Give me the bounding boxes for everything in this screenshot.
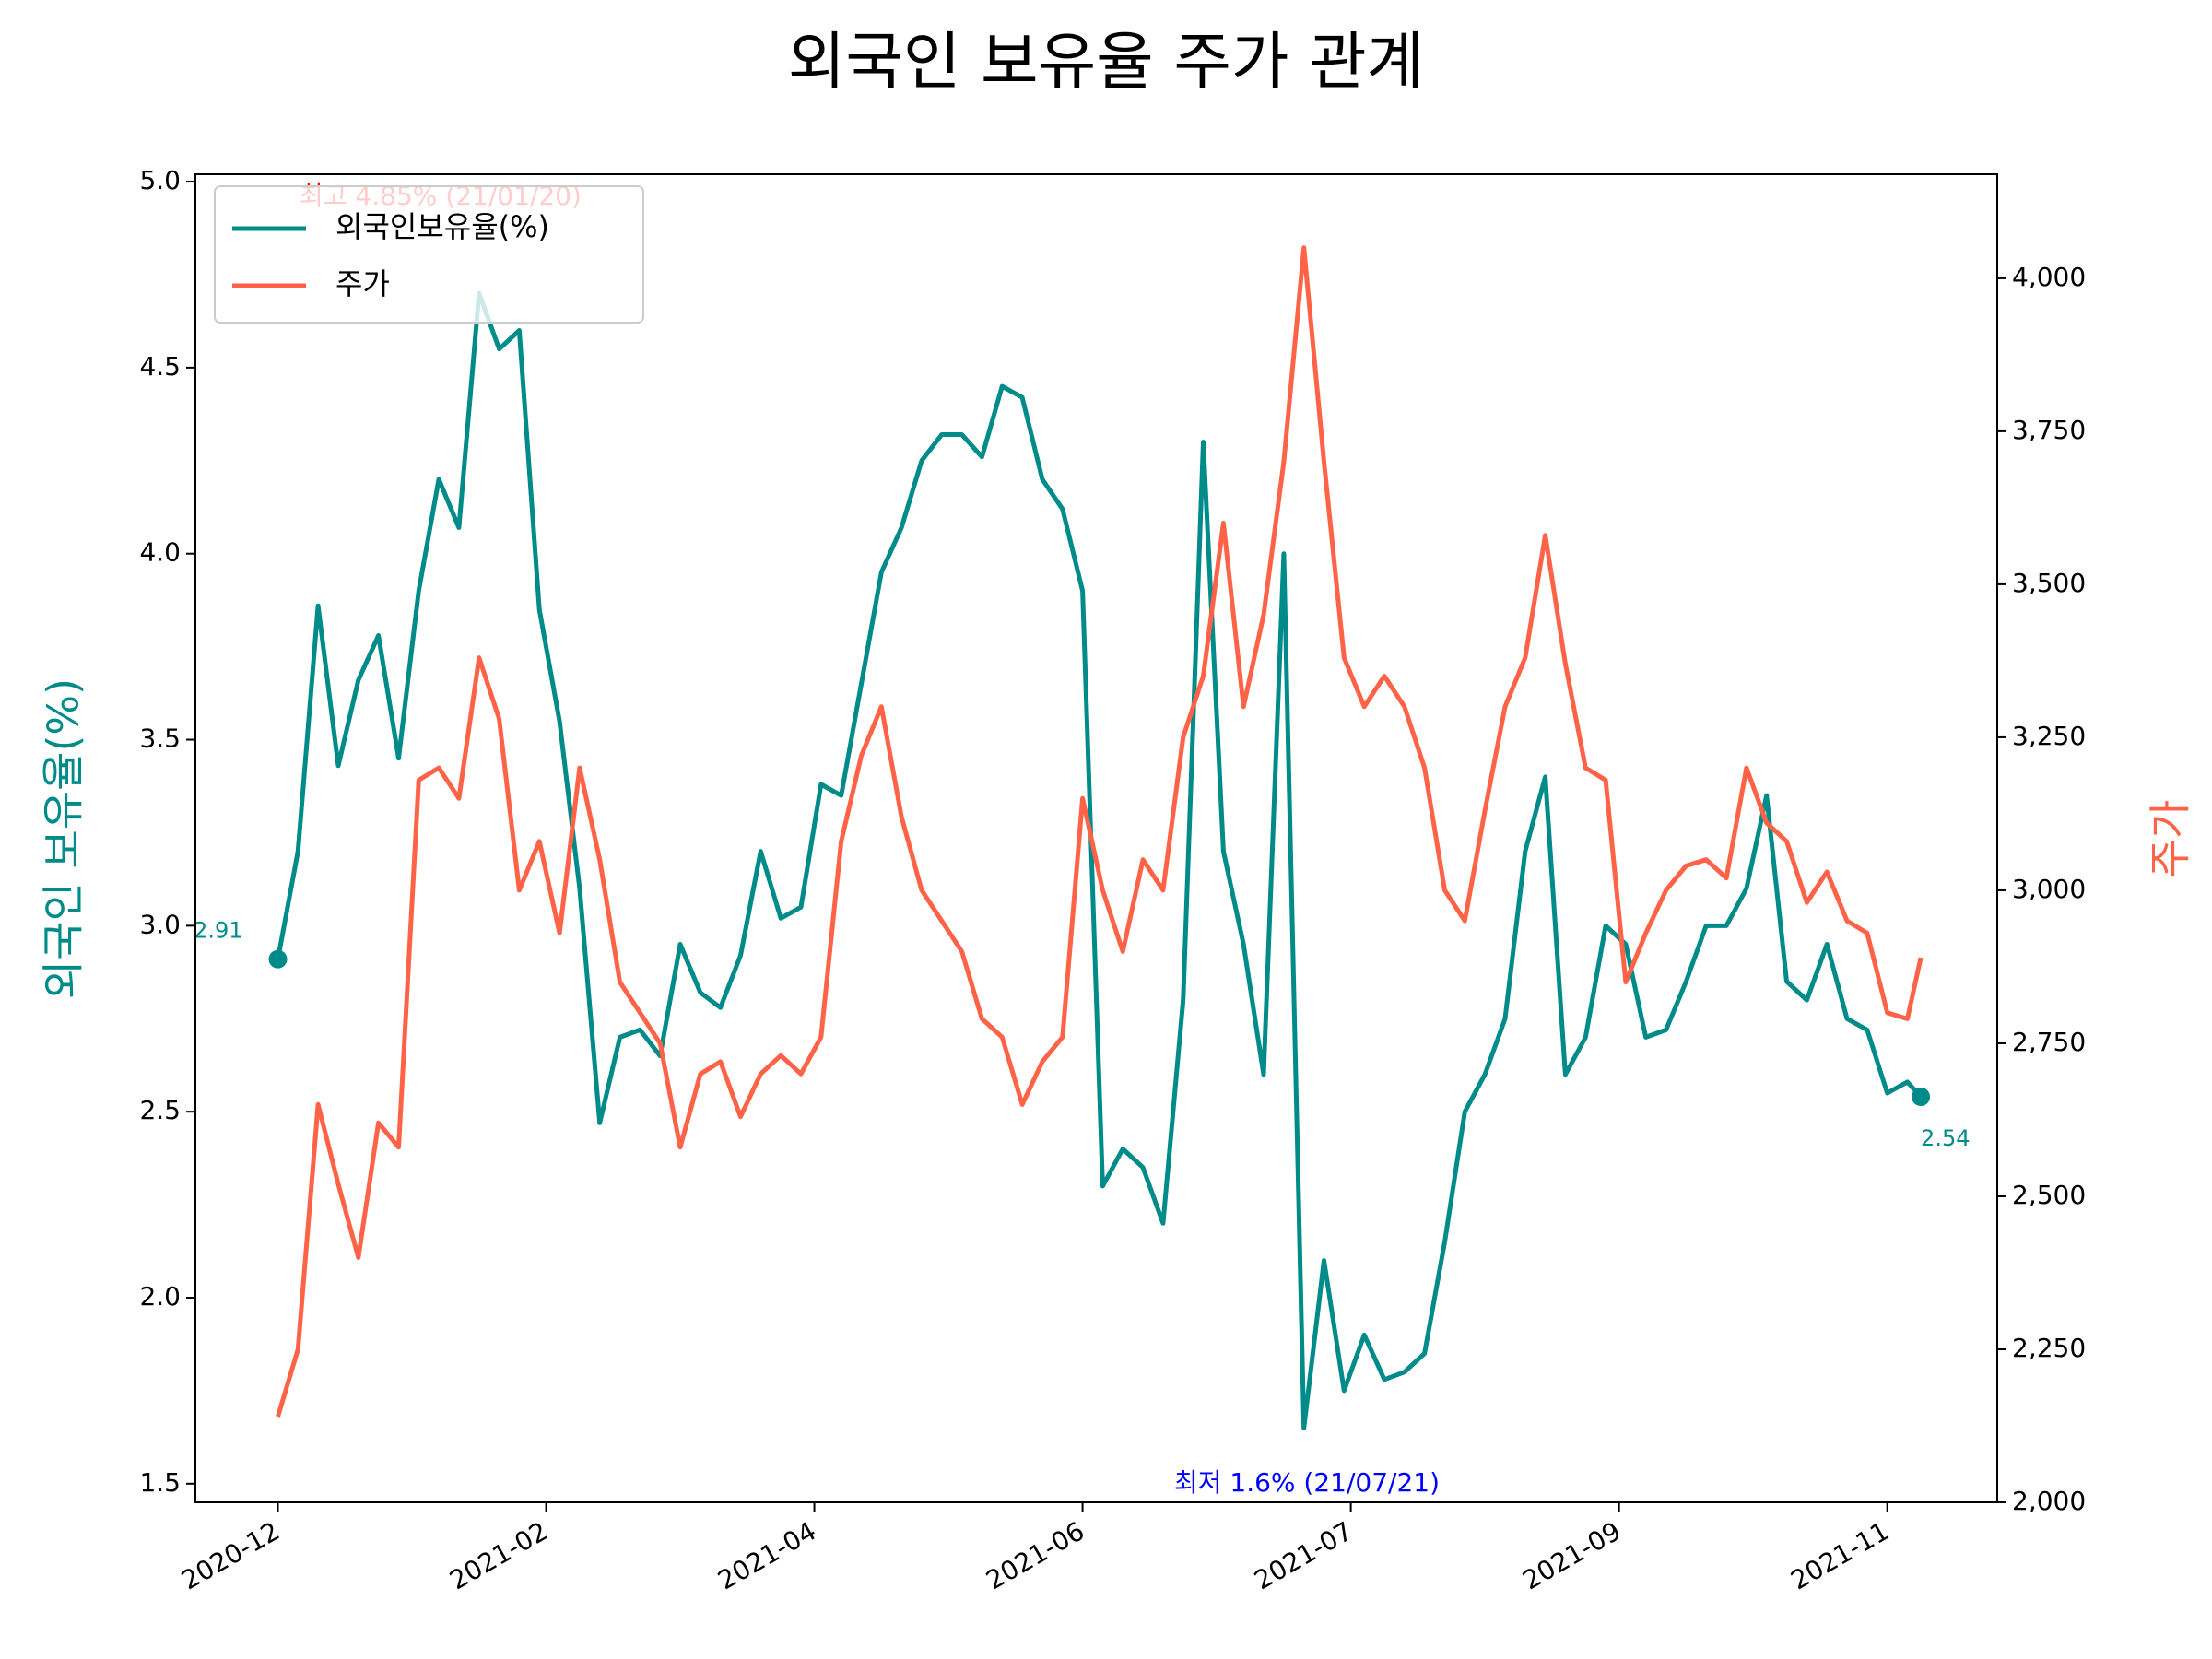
end-marker — [1912, 1088, 1931, 1107]
series-line — [276, 290, 1923, 1430]
y2-tick-label: 4,000 — [2012, 262, 2086, 292]
x-tick-label: 2020-12 — [176, 1515, 285, 1595]
data-label: 2.54 — [1921, 1125, 1970, 1151]
legend-label: 주가 — [335, 266, 390, 301]
x-tick-label: 2021-04 — [712, 1515, 821, 1595]
y-tick-label: 3.5 — [139, 724, 181, 754]
annotation: 최저 1.6% (21/07/21) — [1174, 1467, 1440, 1498]
y-tick-label: 5.0 — [139, 165, 181, 195]
end-marker — [268, 949, 288, 969]
y2-tick-label: 3,250 — [2012, 721, 2086, 751]
y2-axis-label: 주가 — [2146, 800, 2195, 878]
chart-title: 외국인 보유율 주가 관계 — [788, 27, 1424, 100]
y2-tick-label: 3,500 — [2012, 568, 2086, 598]
series-line — [276, 245, 1924, 1418]
y-axis-label: 외국인 보유율(%) — [39, 678, 88, 999]
legend-label: 외국인보유율(%) — [335, 209, 549, 244]
data-label: 2.91 — [194, 918, 242, 944]
y-tick-label: 2.0 — [139, 1281, 181, 1312]
legend-box — [214, 185, 644, 324]
plot-frame — [194, 173, 1998, 1503]
y2-tick-label: 2,000 — [2012, 1486, 2086, 1516]
x-tick-label: 2021-11 — [1785, 1515, 1894, 1595]
y-tick-label: 3.0 — [139, 909, 181, 939]
x-tick-label: 2021-07 — [1249, 1515, 1358, 1595]
y2-tick-label: 2,750 — [2012, 1027, 2086, 1057]
y-tick-label: 4.0 — [139, 537, 181, 568]
x-tick-label: 2021-02 — [444, 1515, 553, 1595]
y2-tick-label: 2,250 — [2012, 1333, 2086, 1363]
y2-tick-label: 3,750 — [2012, 415, 2086, 445]
y2-tick-label: 3,000 — [2012, 874, 2086, 904]
x-tick-label: 2021-06 — [981, 1515, 1089, 1595]
x-tick-label: 2021-09 — [1517, 1515, 1626, 1595]
y-tick-label: 2.5 — [139, 1095, 181, 1125]
y-tick-label: 1.5 — [139, 1467, 181, 1498]
y-tick-label: 4.5 — [139, 351, 181, 382]
y2-tick-label: 2,500 — [2012, 1180, 2086, 1210]
